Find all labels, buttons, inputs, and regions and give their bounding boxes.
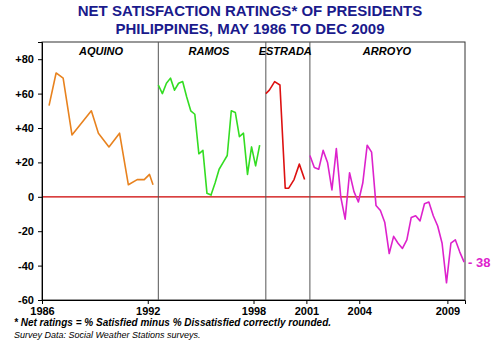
x-tick-label: 1998 — [242, 305, 266, 317]
plot-frame — [42, 42, 465, 300]
x-tick: 2004 — [348, 300, 373, 317]
y-axis-line — [38, 43, 43, 301]
term-separator — [158, 42, 159, 300]
x-tick: 1986 — [30, 300, 54, 317]
end-annotation: - 38 — [468, 255, 490, 270]
footnote: Survey Data: Social Weather Stations sur… — [14, 330, 200, 340]
subtitle: PHILIPPINES, MAY 1986 TO DEC 2009 — [115, 20, 384, 37]
series-line — [158, 78, 259, 195]
series-line — [310, 145, 464, 283]
series-name: ARROYO — [362, 45, 412, 57]
x-tick: 2009 — [436, 300, 460, 317]
x-tick: 1992 — [136, 300, 160, 317]
y-tick-mark — [38, 231, 42, 232]
y-tick: -40 — [18, 260, 42, 272]
term-separator — [309, 42, 310, 300]
series-line — [266, 82, 305, 189]
x-tick-mark — [447, 300, 448, 304]
chart: NET SATISFACTION RATINGS* OF PRESIDENTSP… — [0, 0, 500, 342]
x-axis-line — [43, 301, 466, 305]
y-tick: +40 — [15, 122, 42, 134]
y-tick-mark — [38, 197, 42, 198]
y-tick-label: +80 — [15, 53, 34, 65]
y-tick-mark — [38, 300, 42, 301]
y-tick-label: +20 — [15, 156, 34, 168]
x-tick-label: 2001 — [295, 305, 319, 317]
y-tick-mark — [38, 59, 42, 60]
y-tick-mark — [38, 128, 42, 129]
series-name: ESTRADA — [259, 45, 312, 57]
y-tick-mark — [38, 94, 42, 95]
x-tick-mark — [359, 300, 360, 304]
zero-line — [42, 196, 465, 197]
series-name: RAMOS — [189, 45, 231, 57]
y-tick: -20 — [18, 225, 42, 237]
y-tick: +60 — [15, 88, 42, 100]
y-tick-mark — [38, 162, 42, 163]
x-tick-label: 2009 — [436, 305, 460, 317]
series-line — [49, 73, 153, 185]
y-axis: -60-40-200+20+40+60+80 — [15, 43, 42, 307]
x-tick-label: 1986 — [30, 305, 54, 317]
y-tick-mark — [38, 266, 42, 267]
x-tick-mark — [306, 300, 307, 304]
x-tick-mark — [148, 300, 149, 304]
x-tick: 2001 — [295, 300, 319, 317]
series-name: AQUINO — [78, 45, 123, 57]
y-tick-label: +60 — [15, 88, 34, 100]
footnote: * Net ratings = % Satisfied minus % Diss… — [14, 317, 331, 328]
x-axis: 1986 1992 1998 2001 2004 2009 — [30, 300, 465, 317]
y-tick: 0 — [28, 191, 42, 203]
x-tick: 1998 — [242, 300, 266, 317]
y-tick-label: 0 — [28, 191, 34, 203]
y-tick: +80 — [15, 53, 42, 65]
x-tick-mark — [42, 300, 43, 304]
x-tick-label: 1992 — [136, 305, 160, 317]
y-tick: +20 — [15, 156, 42, 168]
x-tick-label: 2004 — [348, 305, 373, 317]
term-separator — [265, 42, 266, 300]
y-tick-label: -40 — [18, 260, 34, 272]
y-tick-label: -20 — [18, 225, 34, 237]
title: NET SATISFACTION RATINGS* OF PRESIDENTS — [78, 2, 422, 19]
plot-area — [49, 73, 464, 283]
x-tick-mark — [254, 300, 255, 304]
y-tick-label: +40 — [15, 122, 34, 134]
